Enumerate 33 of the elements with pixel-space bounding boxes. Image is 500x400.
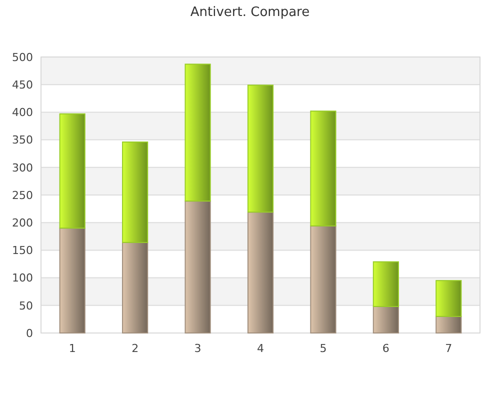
bar bbox=[122, 142, 148, 243]
y-tick-label: 450 bbox=[12, 78, 33, 92]
chart-title: Antivert. Compare bbox=[190, 5, 310, 20]
x-tick-label: 3 bbox=[194, 342, 202, 355]
bar bbox=[310, 225, 336, 334]
bar bbox=[372, 261, 399, 308]
y-tick-label: 400 bbox=[12, 106, 33, 120]
y-tick-label: 100 bbox=[12, 272, 33, 285]
y-tick-label: 200 bbox=[12, 216, 33, 230]
bar bbox=[59, 113, 86, 229]
x-tick-label: 5 bbox=[320, 342, 327, 355]
bar bbox=[372, 306, 399, 334]
x-tick-label: 7 bbox=[445, 342, 452, 355]
y-tick-label: 350 bbox=[12, 134, 33, 147]
x-tick-label: 1 bbox=[68, 342, 76, 355]
bar bbox=[436, 316, 462, 334]
x-tick-label: 4 bbox=[257, 342, 264, 355]
y-tick-label: 0 bbox=[26, 326, 33, 340]
x-tick-label: 6 bbox=[382, 342, 390, 355]
bar bbox=[122, 242, 148, 334]
y-tick-label: 150 bbox=[12, 244, 33, 258]
bar bbox=[247, 84, 274, 213]
bar bbox=[310, 110, 336, 226]
bar bbox=[59, 228, 86, 334]
bar bbox=[184, 64, 211, 202]
y-tick-label: 250 bbox=[12, 188, 33, 202]
y-tick-label: 300 bbox=[12, 161, 33, 174]
y-tick-label: 500 bbox=[12, 50, 33, 64]
bar bbox=[436, 280, 462, 317]
y-tick-label: 50 bbox=[19, 299, 33, 312]
bar bbox=[184, 200, 211, 334]
bar bbox=[247, 212, 274, 334]
x-tick-label: 2 bbox=[132, 342, 139, 355]
